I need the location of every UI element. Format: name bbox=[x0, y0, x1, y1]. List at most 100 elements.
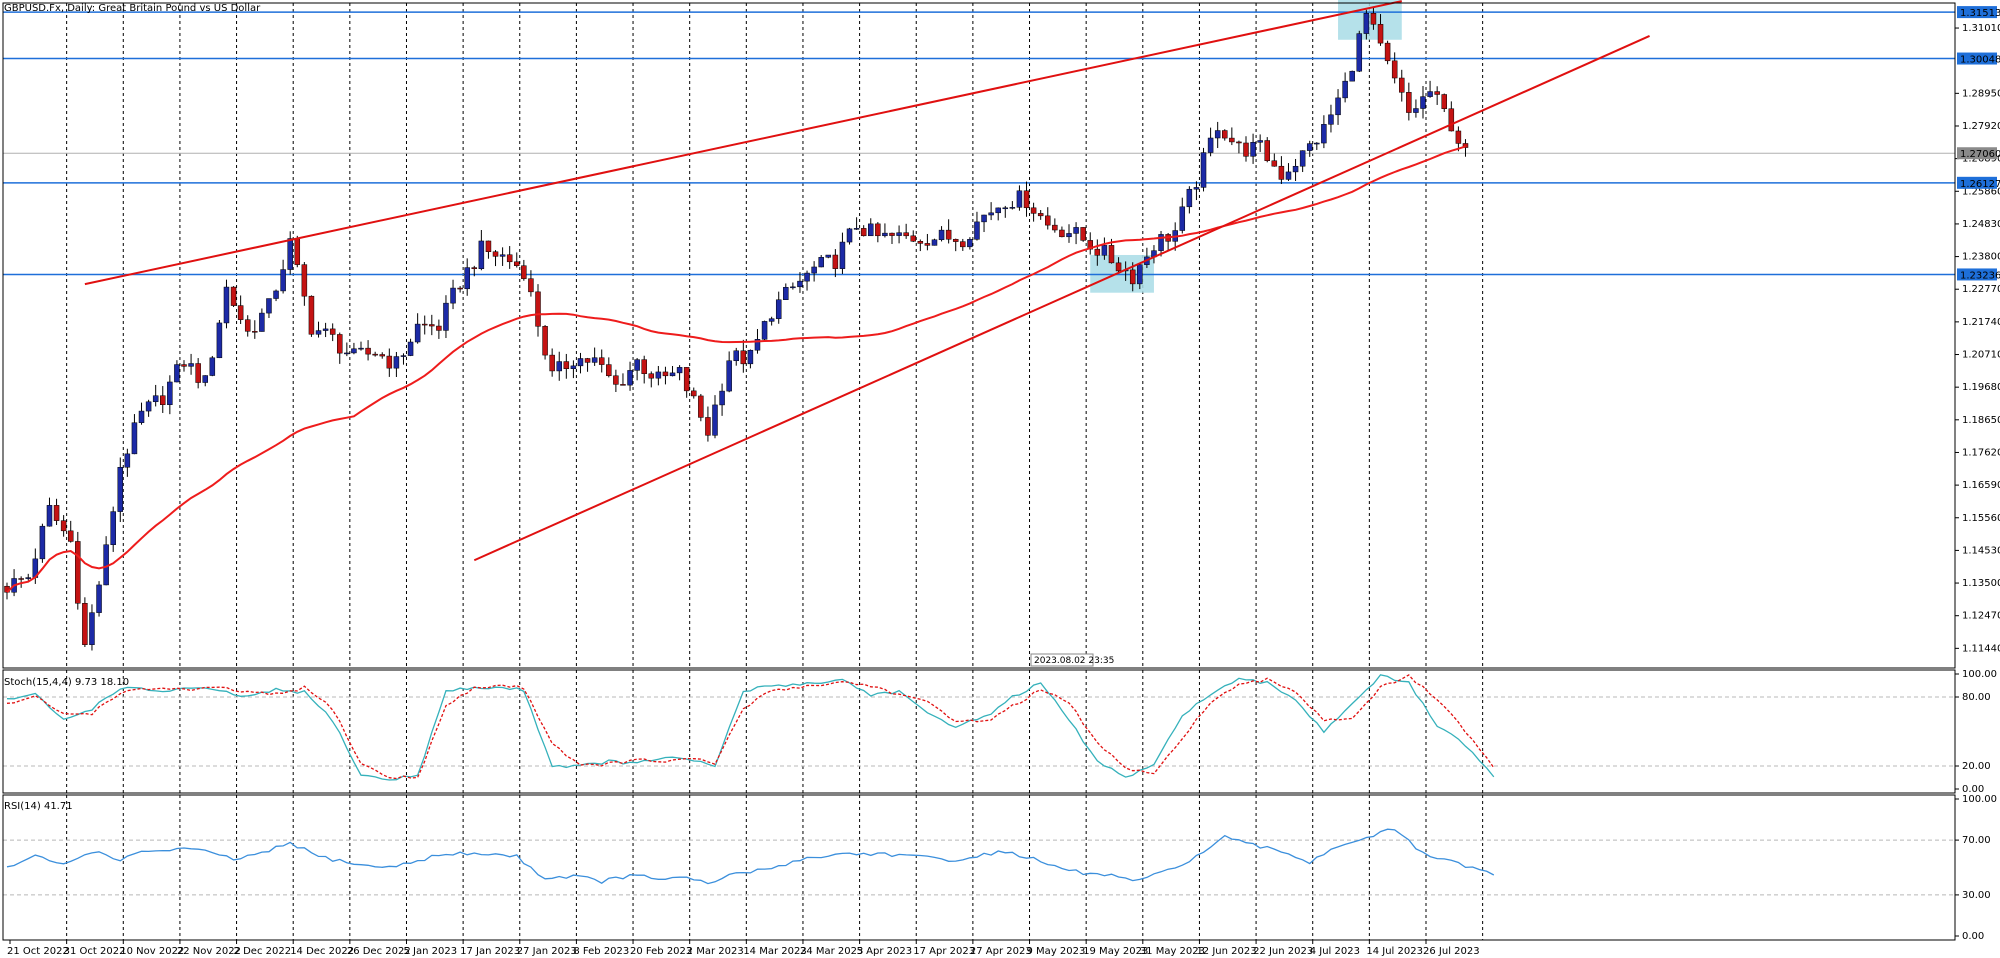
bullish-candle bbox=[868, 223, 874, 237]
bullish-candle bbox=[804, 272, 810, 282]
bearish-candle bbox=[67, 530, 74, 542]
bullish-candle bbox=[733, 350, 739, 362]
bullish-candle bbox=[1193, 187, 1200, 190]
bearish-candle bbox=[421, 323, 428, 326]
bearish-candle bbox=[329, 328, 336, 335]
price-tick-label: 1.25860 bbox=[1962, 186, 2000, 197]
bullish-candle bbox=[152, 395, 159, 403]
bearish-candle bbox=[75, 541, 81, 604]
bullish-candle bbox=[676, 367, 683, 374]
bullish-candle bbox=[145, 401, 152, 412]
bearish-candle bbox=[1399, 77, 1405, 93]
bearish-candle bbox=[683, 367, 690, 392]
bullish-candle bbox=[825, 254, 832, 258]
bearish-candle bbox=[1129, 269, 1136, 285]
bullish-candle bbox=[1066, 233, 1072, 238]
bullish-candle bbox=[1250, 142, 1256, 157]
current-price-tag-label: 1.27060 bbox=[1960, 149, 2000, 160]
bullish-candle bbox=[174, 364, 180, 383]
bearish-candle bbox=[160, 395, 166, 405]
bearish-candle bbox=[528, 278, 534, 293]
bullish-candle bbox=[768, 318, 775, 322]
bearish-candle bbox=[18, 578, 24, 580]
bearish-candle bbox=[1229, 137, 1235, 143]
bullish-candle bbox=[1306, 143, 1313, 151]
time-label-text: 2023.08.02 23:35 bbox=[1034, 656, 1114, 666]
bullish-candle bbox=[89, 612, 95, 645]
bullish-candle bbox=[1299, 150, 1306, 167]
level-price-tag-label: 1.23236 bbox=[1960, 270, 2000, 281]
bullish-candle bbox=[358, 347, 364, 350]
time-tick-label: 12 Jun 2023 bbox=[1196, 946, 1256, 957]
bullish-candle bbox=[967, 239, 973, 248]
price-tick-label: 1.12470 bbox=[1962, 611, 2000, 622]
bullish-candle bbox=[96, 584, 102, 613]
bullish-candle bbox=[570, 365, 577, 369]
price-tick-label: 1.17620 bbox=[1962, 447, 2000, 458]
bearish-candle bbox=[436, 325, 442, 331]
bearish-candle bbox=[598, 357, 605, 365]
bullish-candle bbox=[1328, 114, 1334, 125]
bearish-candle bbox=[1448, 108, 1455, 132]
bullish-candle bbox=[117, 466, 124, 512]
bullish-candle bbox=[712, 404, 718, 436]
time-tick-label: 27 Jan 2023 bbox=[517, 946, 577, 957]
bearish-candle bbox=[535, 291, 541, 327]
bullish-candle bbox=[1420, 96, 1426, 109]
bearish-candle bbox=[230, 286, 237, 306]
bearish-candle bbox=[832, 254, 839, 269]
highlight-zone bbox=[1338, 0, 1402, 40]
oscillator-tick-label: 30.00 bbox=[1962, 890, 1991, 901]
bearish-candle bbox=[521, 265, 527, 279]
bearish-candle bbox=[1391, 60, 1398, 79]
oscillator-tick-label: 0.00 bbox=[1962, 931, 1984, 942]
stochastic-panel: 100.00 80.00 20.00 0.00 bbox=[3, 669, 1997, 795]
bearish-candle bbox=[471, 267, 478, 270]
bullish-candle bbox=[797, 280, 803, 288]
bearish-candle bbox=[237, 305, 244, 320]
bullish-candle bbox=[811, 266, 817, 274]
level-price-tag bbox=[1957, 176, 1997, 189]
bullish-candle bbox=[981, 214, 987, 223]
level-price-tag-label: 1.31513 bbox=[1960, 8, 2000, 19]
time-label: 2023.08.02 23:35 bbox=[1030, 653, 1114, 667]
rsi-panel: 100.00 70.00 30.00 0.00 bbox=[3, 794, 1997, 942]
bearish-candle bbox=[1441, 94, 1447, 109]
trendlines[interactable] bbox=[84, 0, 1650, 562]
bullish-candle bbox=[209, 357, 216, 376]
bullish-candle bbox=[1016, 190, 1023, 208]
highlight-zones bbox=[1090, 0, 1402, 293]
bullish-candle bbox=[938, 229, 945, 241]
bullish-candle bbox=[1314, 142, 1320, 145]
bullish-candle bbox=[974, 221, 980, 240]
bullish-candle bbox=[1207, 137, 1214, 153]
oscillator-tick-label: 0.00 bbox=[1962, 784, 1984, 795]
horizontal-levels[interactable] bbox=[3, 11, 1955, 276]
bullish-candle bbox=[1137, 264, 1143, 285]
bullish-candle bbox=[450, 287, 456, 304]
time-tick-label: 17 Apr 2023 bbox=[913, 946, 975, 957]
level-price-tag-label: 1.30048 bbox=[1960, 55, 2000, 66]
bullish-candle bbox=[315, 330, 322, 335]
time-tick-label: 26 Jul 2023 bbox=[1423, 946, 1480, 957]
bullish-candle bbox=[931, 239, 938, 246]
bearish-candle bbox=[945, 229, 952, 240]
bullish-candle bbox=[167, 381, 173, 405]
bearish-candle bbox=[244, 319, 251, 332]
bearish-candle bbox=[1462, 143, 1469, 148]
bullish-candle bbox=[287, 238, 293, 270]
bullish-candle bbox=[202, 375, 208, 383]
time-tick-label: 9 May 2023 bbox=[1027, 946, 1086, 957]
price-tick-label: 1.31010 bbox=[1962, 23, 2000, 34]
bullish-candle bbox=[400, 355, 407, 357]
bearish-candle bbox=[542, 326, 548, 356]
stoch-pane-border bbox=[2, 669, 1956, 794]
time-tick-label: 4 Jul 2023 bbox=[1310, 946, 1360, 957]
time-tick-label: 5 Apr 2023 bbox=[857, 946, 912, 957]
bearish-candle bbox=[740, 350, 747, 365]
bullish-candle bbox=[259, 312, 265, 332]
bearish-candle bbox=[1243, 142, 1249, 157]
time-tick-label: 31 May 2023 bbox=[1140, 946, 1205, 957]
bearish-candle bbox=[613, 375, 619, 385]
